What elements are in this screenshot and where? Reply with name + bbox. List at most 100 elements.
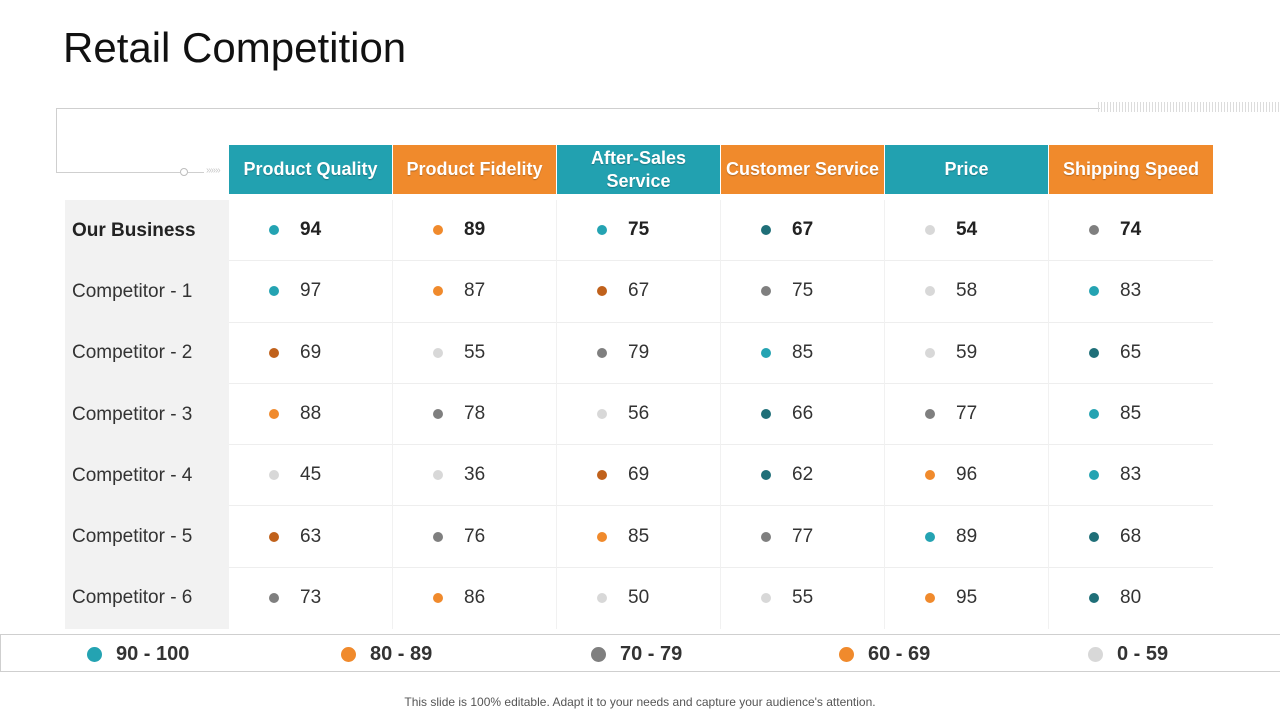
decorative-connector-line (188, 172, 204, 173)
table-cell: 54 (885, 200, 1049, 262)
score-dot-icon (925, 409, 935, 420)
table-cell: 75 (557, 200, 721, 262)
row-label: Competitor - 3 (65, 383, 229, 446)
table-row: Competitor - 1 97 87 67 75 58 83 (65, 261, 1216, 323)
score-value: 85 (628, 525, 650, 547)
legend-label: 0 - 59 (1117, 642, 1169, 665)
table-cell: 66 (721, 383, 885, 446)
competition-table: Product Quality Product Fidelity After-Sal… (65, 145, 1216, 630)
table-cell: 85 (1049, 384, 1213, 446)
table-cell: 58 (885, 261, 1049, 323)
table-cell: 89 (393, 200, 557, 262)
score-value: 77 (956, 403, 978, 425)
score-value: 85 (792, 341, 814, 363)
score-value: 89 (956, 525, 978, 547)
score-dot-icon (1089, 470, 1099, 481)
score-value: 89 (464, 219, 486, 241)
table-cell: 94 (229, 200, 393, 262)
table-cell: 79 (557, 322, 721, 384)
decorative-circle-icon (180, 168, 188, 176)
score-dot-icon (269, 347, 279, 358)
score-value: 87 (464, 280, 486, 302)
score-dot-icon (925, 286, 935, 297)
table-cell: 69 (229, 322, 393, 384)
decorative-top-line (56, 108, 1100, 109)
table-cell: 73 (229, 567, 393, 630)
table-cell: 62 (721, 445, 885, 507)
table-cell: 85 (557, 506, 721, 568)
score-dot-icon (433, 225, 443, 236)
score-value: 74 (1120, 219, 1142, 241)
table-cell: 85 (721, 322, 885, 384)
score-dot-icon (433, 531, 443, 542)
score-dot-icon (761, 470, 771, 481)
score-dot-icon (761, 225, 771, 236)
table-cell: 75 (721, 261, 885, 323)
score-dot-icon (433, 347, 443, 358)
score-dot-icon (925, 470, 935, 481)
score-dot-icon (925, 531, 935, 542)
score-dot-icon (597, 225, 607, 236)
score-value: 76 (464, 525, 486, 547)
score-dot-icon (269, 225, 279, 236)
table-cell: 50 (557, 567, 721, 630)
score-dot-icon (925, 347, 935, 358)
legend-dot-icon (87, 646, 102, 662)
score-value: 50 (628, 587, 650, 609)
column-header: Price (885, 145, 1048, 194)
score-dot-icon (925, 593, 935, 604)
score-value: 78 (464, 403, 486, 425)
table-cell: 97 (229, 261, 393, 323)
table-row: Competitor - 5 63 76 85 77 89 68 (65, 506, 1216, 568)
score-value: 77 (792, 525, 814, 547)
score-value: 66 (792, 403, 814, 425)
table-cell: 45 (229, 445, 393, 507)
legend-item: 80 - 89 (341, 635, 432, 673)
table-cell: 74 (1049, 200, 1213, 262)
legend-label: 80 - 89 (370, 642, 433, 665)
score-dot-icon (269, 470, 279, 481)
row-label: Competitor - 5 (65, 506, 229, 568)
table-cell: 89 (885, 506, 1049, 568)
score-value: 67 (792, 219, 814, 241)
table-cell: 55 (721, 567, 885, 630)
legend-dot-icon (591, 646, 606, 662)
score-dot-icon (597, 286, 607, 297)
legend-item: 0 - 59 (1088, 635, 1168, 673)
row-label: Competitor - 6 (65, 567, 229, 630)
slide-title: Retail Competition (63, 24, 407, 71)
score-dot-icon (761, 409, 771, 420)
score-value: 36 (464, 464, 486, 486)
score-value: 69 (300, 341, 322, 363)
row-label: Competitor - 4 (65, 445, 229, 507)
score-value: 59 (956, 341, 978, 363)
table-cell: 83 (1049, 445, 1213, 507)
legend-label: 90 - 100 (116, 642, 190, 665)
table-cell: 80 (1049, 568, 1213, 629)
footer-note: This slide is 100% editable. Adapt it to… (404, 695, 876, 709)
table-cell: 88 (229, 383, 393, 446)
row-label: Our Business (65, 200, 229, 262)
score-dot-icon (1089, 286, 1099, 297)
column-header: Product Quality (229, 145, 392, 194)
score-dot-icon (269, 286, 279, 297)
header-spacer (65, 145, 229, 194)
score-dot-icon (761, 286, 771, 297)
score-value: 85 (1120, 403, 1142, 425)
table-cell: 67 (557, 261, 721, 323)
score-value: 55 (792, 587, 814, 609)
column-header: Product Fidelity (393, 145, 556, 194)
legend-item: 70 - 79 (591, 635, 682, 673)
legend-dot-icon (839, 646, 854, 662)
table-cell: 56 (557, 383, 721, 446)
score-value: 75 (792, 280, 814, 302)
score-dot-icon (433, 593, 443, 604)
legend-item: 60 - 69 (839, 635, 930, 673)
score-dot-icon (269, 409, 279, 420)
table-row: Competitor - 3 88 78 56 66 77 85 (65, 383, 1216, 446)
score-value: 83 (1120, 280, 1142, 302)
score-dot-icon (269, 593, 279, 604)
table-cell: 55 (393, 322, 557, 384)
score-value: 69 (628, 464, 650, 486)
score-dot-icon (1089, 409, 1099, 420)
